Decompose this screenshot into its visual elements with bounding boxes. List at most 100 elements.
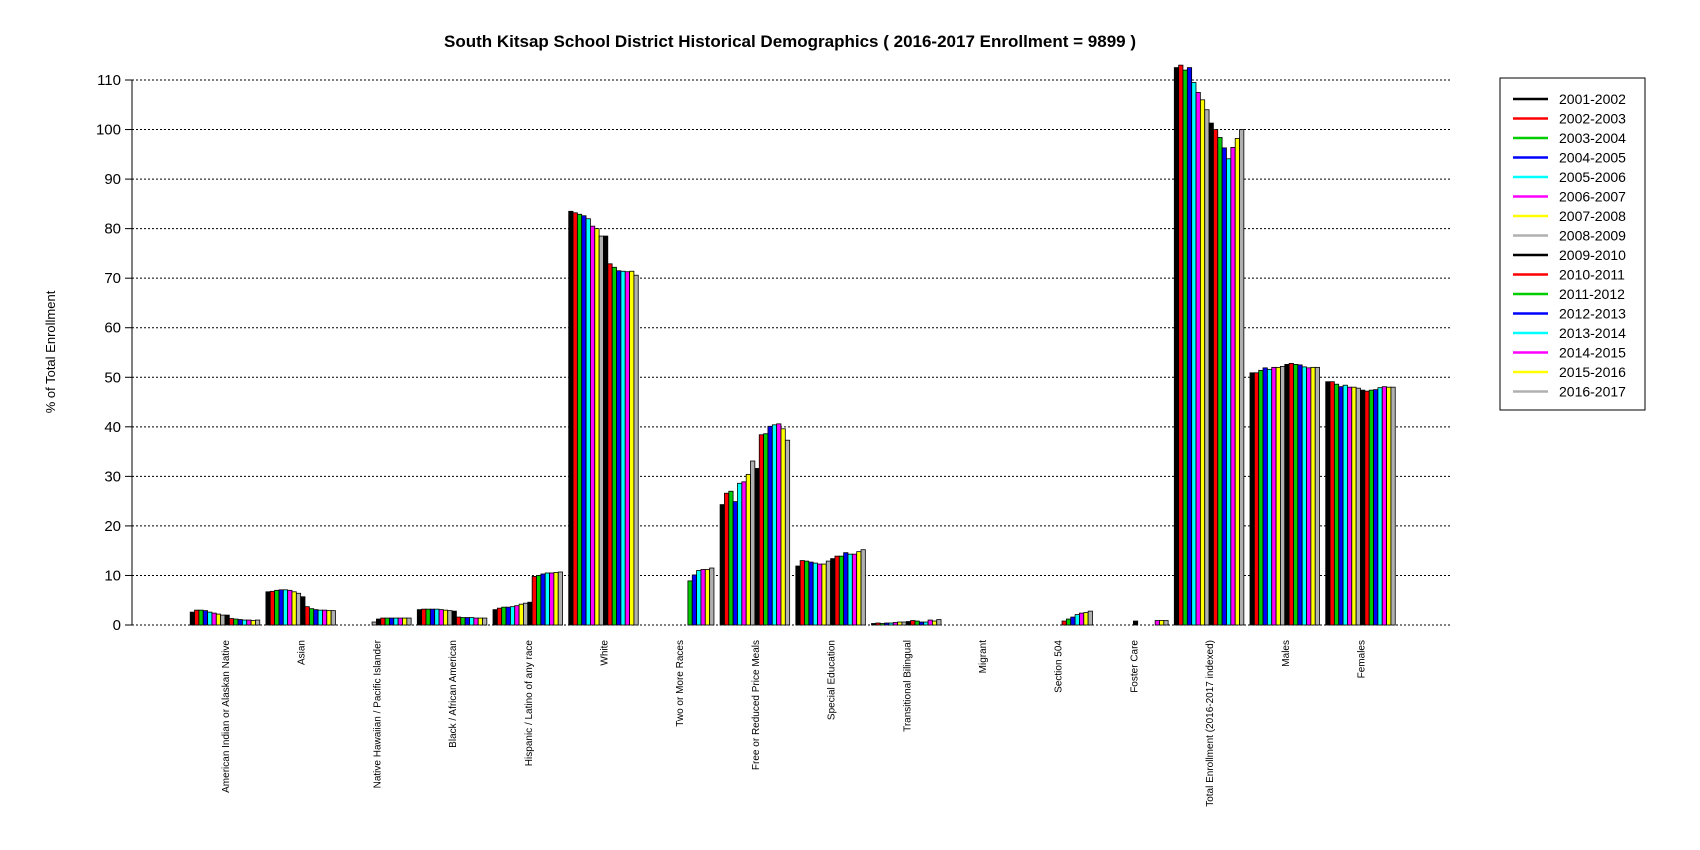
bar (607, 263, 613, 626)
legend-label: 2002-2003 (1559, 111, 1626, 127)
bar (509, 606, 516, 626)
bar (527, 601, 533, 626)
y-tick-label: 10 (104, 567, 121, 584)
bar (1377, 387, 1383, 626)
legend-item: 2004-2005 (1513, 150, 1626, 166)
bar (603, 235, 609, 626)
bar (633, 274, 639, 626)
bar (416, 609, 422, 626)
y-axis-label: % of Total Enrollment (43, 290, 58, 413)
legend-label: 2003-2004 (1559, 130, 1626, 146)
bar (1329, 381, 1335, 626)
bar (406, 617, 412, 626)
bar (380, 617, 386, 626)
legend-item: 2001-2002 (1513, 91, 1626, 107)
bar (1288, 362, 1294, 626)
bar (1234, 138, 1240, 626)
bar (1364, 390, 1370, 626)
bar (875, 622, 881, 626)
bar (330, 610, 336, 626)
bar (838, 555, 844, 626)
bar (1191, 82, 1197, 626)
legend-label: 2011-2012 (1559, 286, 1625, 302)
bar (1079, 612, 1085, 626)
bar (892, 622, 898, 626)
bar (1314, 366, 1320, 626)
y-tick-label: 100 (96, 122, 121, 139)
bar (246, 619, 252, 626)
bar (425, 608, 431, 626)
bar (434, 608, 440, 626)
bar (879, 623, 885, 626)
bar (1226, 158, 1232, 626)
bar (523, 602, 529, 626)
y-tick-label: 90 (104, 171, 121, 188)
legend-item: 2009-2010 (1513, 247, 1626, 263)
bar (1195, 91, 1201, 626)
bar (719, 504, 725, 626)
bar (590, 225, 596, 626)
bar (804, 560, 810, 626)
bar (923, 621, 929, 626)
bar (304, 606, 310, 626)
bar (291, 591, 297, 626)
bar (287, 589, 293, 626)
bar (884, 622, 890, 626)
bar (460, 617, 466, 626)
legend-item: 2016-2017 (1513, 384, 1626, 400)
bars-layer (189, 64, 1396, 626)
bar (620, 270, 626, 626)
bar (540, 573, 546, 626)
bar (274, 589, 280, 626)
y-tick-label: 110 (97, 72, 121, 89)
bar (473, 617, 479, 626)
bar (1301, 366, 1307, 626)
bar (847, 553, 853, 626)
bar (531, 576, 537, 626)
bar (371, 621, 377, 626)
bar (758, 434, 764, 626)
bar (1275, 366, 1281, 626)
bar (255, 619, 261, 626)
bar (536, 575, 542, 626)
legend-item: 2005-2006 (1513, 169, 1626, 185)
legend-label: 2014-2015 (1559, 345, 1626, 361)
bar (709, 567, 715, 626)
bar (767, 425, 773, 626)
x-tick-label: Black / African American (448, 640, 459, 748)
bar (300, 596, 306, 626)
bar (1306, 367, 1312, 626)
bar (860, 549, 866, 626)
bar (194, 609, 200, 626)
bar (616, 270, 622, 626)
bar (228, 618, 235, 626)
bar (1163, 620, 1169, 626)
bar (927, 619, 933, 626)
bar (220, 614, 226, 626)
bar (741, 481, 747, 626)
bar (207, 611, 213, 626)
bar (594, 228, 600, 626)
bar (241, 619, 248, 626)
bar (745, 473, 751, 626)
bar (447, 610, 453, 626)
bar (1200, 99, 1206, 626)
bar (724, 492, 730, 626)
bar (1284, 363, 1290, 626)
bar (456, 616, 462, 626)
bar (918, 621, 925, 626)
bar (1066, 618, 1072, 626)
bar (1186, 67, 1193, 626)
bar (269, 590, 275, 626)
bar (1338, 386, 1344, 626)
x-tick-label: Transitional Bilingual (902, 640, 913, 732)
bar (1355, 387, 1361, 626)
x-tick-label: American Indian or Alaskan Native (221, 640, 232, 793)
bar (812, 562, 818, 626)
bar (830, 558, 836, 626)
bar (1213, 129, 1219, 626)
x-tick-label: Females (1357, 640, 1368, 678)
bar (910, 620, 916, 626)
x-tick-label: Foster Care (1129, 640, 1140, 693)
bar (544, 572, 550, 626)
